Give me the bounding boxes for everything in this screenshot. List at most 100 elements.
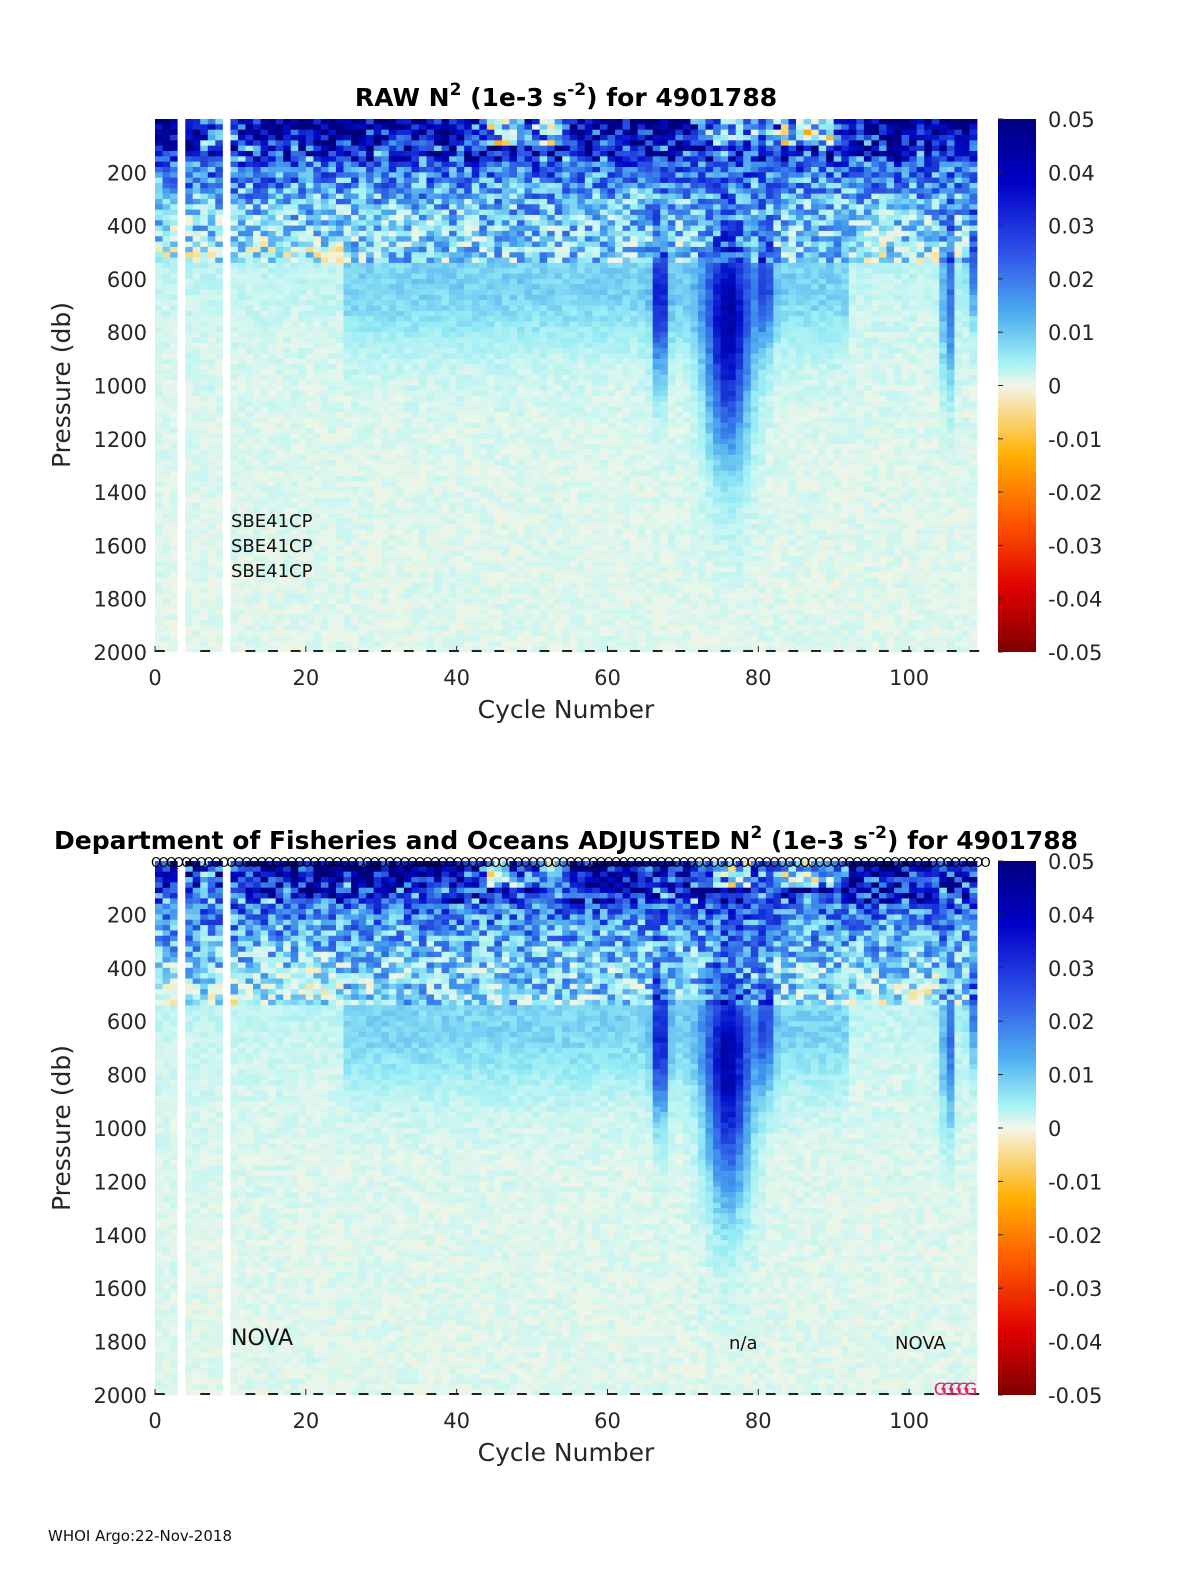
heatmap-cell: [479, 646, 488, 653]
heatmap-cell: [283, 444, 292, 450]
heatmap-cell: [155, 422, 163, 429]
heatmap-cell: [539, 252, 548, 258]
heatmap-cell: [170, 422, 179, 429]
heatmap-cell: [464, 604, 473, 610]
heatmap-cell: [434, 225, 442, 232]
heatmap-cell: [230, 204, 239, 211]
heatmap-cell: [381, 364, 390, 370]
heatmap-cell: [441, 540, 450, 546]
heatmap-cell: [192, 300, 201, 306]
heatmap-cycle-column: [434, 119, 442, 653]
heatmap-cell: [434, 119, 442, 125]
heatmap-cell: [192, 465, 201, 472]
heatmap-cell: [464, 412, 473, 418]
heatmap-cell: [351, 636, 360, 642]
heatmap-cell: [335, 268, 344, 274]
heatmap-cell: [351, 278, 360, 285]
heatmap-cell: [343, 348, 352, 354]
heatmap-cell: [479, 566, 488, 573]
heatmap-cell: [411, 214, 420, 221]
heatmap-cell: [396, 604, 405, 610]
heatmap-cell: [381, 310, 390, 317]
heatmap-cell: [185, 150, 194, 157]
heatmap-cell: [185, 513, 194, 520]
heatmap-cell: [343, 145, 352, 152]
heatmap-cell: [426, 241, 435, 248]
heatmap-cell: [388, 188, 397, 195]
heatmap-cell: [516, 305, 525, 312]
heatmap-cell: [192, 406, 201, 413]
heatmap-cell: [539, 337, 548, 344]
heatmap-cell: [381, 380, 390, 386]
heatmap-cell: [305, 278, 314, 285]
heatmap-cell: [283, 390, 292, 397]
heatmap-cell: [162, 294, 171, 301]
heatmap-cell: [396, 449, 405, 456]
heatmap-cell: [381, 209, 390, 216]
heatmap-cell: [516, 364, 525, 370]
heatmap-cell: [516, 300, 525, 306]
heatmap-cell: [403, 470, 412, 477]
heatmap-cell: [320, 172, 329, 179]
heatmap-cell: [313, 593, 322, 600]
heatmap-cell: [388, 614, 397, 621]
heatmap-cell: [290, 321, 299, 328]
heatmap-cell: [441, 604, 450, 610]
heatmap-cell: [539, 342, 548, 349]
heatmap-cell: [426, 449, 435, 456]
heatmap-cell: [192, 524, 201, 530]
heatmap-cell: [486, 188, 495, 195]
heatmap-cell: [494, 593, 503, 600]
heatmap-cell: [253, 545, 261, 552]
heatmap-cell: [328, 209, 337, 216]
heatmap-cell: [403, 588, 412, 594]
heatmap-cell: [388, 257, 397, 264]
heatmap-cell: [343, 124, 352, 131]
heatmap-cell: [396, 273, 405, 280]
heatmap-cell: [290, 380, 299, 386]
heatmap-cell: [396, 385, 405, 392]
heatmap-cell: [275, 124, 284, 131]
heatmap-cell: [200, 188, 209, 195]
heatmap-cell: [275, 353, 284, 360]
heatmap-cell: [328, 140, 337, 147]
heatmap-cell: [501, 428, 510, 434]
heatmap-cell: [486, 134, 495, 141]
heatmap-cell: [162, 492, 171, 498]
heatmap-cell: [200, 449, 209, 456]
raw-heatmap: [155, 119, 980, 653]
heatmap-cell: [449, 428, 458, 434]
heatmap-cell: [509, 156, 518, 163]
heatmap-cell: [200, 342, 209, 349]
heatmap-cell: [253, 550, 261, 557]
heatmap-cell: [358, 508, 367, 514]
heatmap-cell: [486, 262, 495, 269]
heatmap-cell: [366, 294, 375, 301]
heatmap-cell: [260, 428, 269, 434]
heatmap-cell: [509, 401, 518, 408]
heatmap-cell: [313, 545, 322, 552]
heatmap-cell: [426, 609, 435, 616]
heatmap-cell: [449, 374, 458, 381]
heatmap-cell: [335, 582, 344, 589]
heatmap-cell: [313, 529, 322, 536]
heatmap-cell: [434, 134, 442, 141]
heatmap-cell: [532, 598, 540, 605]
heatmap-cycle-column: [170, 119, 179, 653]
heatmap-cell: [335, 156, 344, 163]
heatmap-cell: [275, 470, 284, 477]
heatmap-cell: [215, 641, 224, 648]
heatmap-cell: [464, 566, 473, 573]
heatmap-cell: [509, 214, 518, 221]
heatmap-cell: [305, 257, 314, 264]
heatmap-cell: [388, 401, 397, 408]
heatmap-cell: [509, 374, 518, 381]
heatmap-cell: [192, 401, 201, 408]
heatmap-cell: [170, 364, 179, 370]
heatmap-cell: [185, 119, 194, 125]
heatmap-cell: [230, 401, 239, 408]
heatmap-cell: [290, 524, 299, 530]
heatmap-cell: [532, 289, 540, 296]
heatmap-cell: [162, 278, 171, 285]
heatmap-cell: [253, 326, 261, 333]
